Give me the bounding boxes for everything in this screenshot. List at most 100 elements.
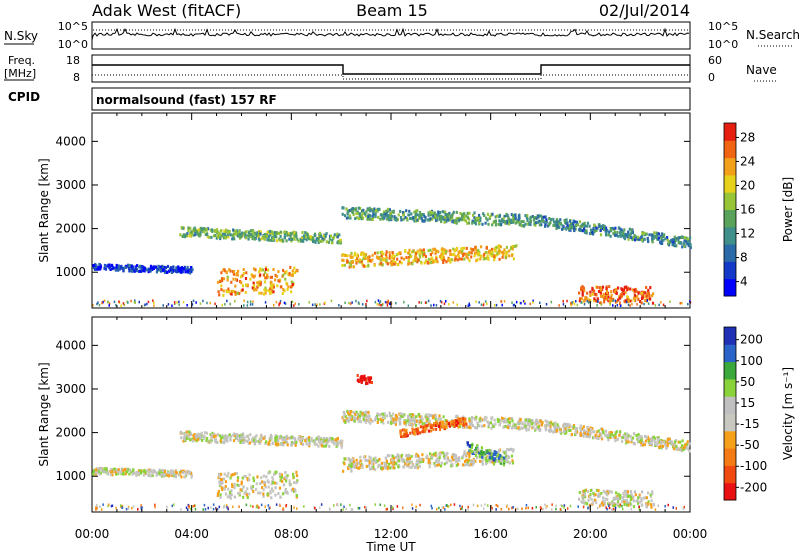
velocity-cell xyxy=(643,443,646,447)
power-cell xyxy=(371,258,374,262)
velocity-cell xyxy=(563,427,566,431)
power-cell xyxy=(641,294,645,298)
power-cell xyxy=(495,253,498,257)
velocity-cell xyxy=(264,485,267,489)
velocity-cell xyxy=(285,440,288,444)
power-cell xyxy=(558,304,560,307)
velocity-cell xyxy=(380,466,383,470)
power-cell xyxy=(399,216,403,219)
velocity-cell xyxy=(426,424,429,428)
velocity-cell xyxy=(602,503,605,507)
power-cell xyxy=(393,255,396,258)
power-cell xyxy=(183,265,186,269)
velocity-cell xyxy=(293,490,296,493)
velocity-cell xyxy=(250,485,253,489)
velocity-cell xyxy=(417,412,420,416)
power-cell xyxy=(162,304,164,307)
velocity-cell xyxy=(483,507,485,510)
velocity-cell xyxy=(102,503,104,506)
power-cell xyxy=(480,303,483,306)
power-cell xyxy=(468,251,471,254)
power-cell xyxy=(482,257,485,261)
velocity-cell xyxy=(420,415,423,419)
velocity-cell xyxy=(642,441,645,445)
velocity-cell xyxy=(365,506,368,509)
power-cell xyxy=(671,238,674,242)
power-cell xyxy=(423,253,426,256)
power-cell xyxy=(520,301,522,305)
velocity-cell xyxy=(508,461,512,465)
power-cell xyxy=(176,270,179,274)
power-cell xyxy=(306,233,309,237)
freq-panel: Freq. [MHz] 18 8 60 0 Nave xyxy=(4,54,777,84)
velocity-cell xyxy=(681,439,684,443)
power-cell xyxy=(389,214,392,218)
power-cell xyxy=(591,292,594,296)
velocity-cell xyxy=(553,429,557,433)
power-cell xyxy=(177,268,180,272)
power-cell xyxy=(433,212,437,216)
power-cell xyxy=(619,302,621,306)
velocity-cell xyxy=(257,440,260,443)
power-cell xyxy=(287,232,290,236)
power-cell xyxy=(385,250,388,254)
velocity-cell xyxy=(512,506,514,509)
velocity-cell xyxy=(132,471,135,475)
velocity-cell xyxy=(582,425,585,429)
velocity-cell xyxy=(115,472,118,476)
velocity-cell xyxy=(551,508,553,511)
power-cell xyxy=(412,250,415,253)
velocity-cell xyxy=(372,465,375,469)
velocity-cell xyxy=(621,504,623,508)
velocity-cell xyxy=(507,424,510,428)
velocity-cell xyxy=(388,414,392,418)
power-cell xyxy=(338,240,341,244)
velocity-cell xyxy=(614,435,617,439)
velocity-cell xyxy=(595,436,599,440)
velocity-cell xyxy=(625,499,628,503)
velocity-cell xyxy=(124,472,127,476)
velocity-cell xyxy=(285,504,287,508)
power-cell xyxy=(430,256,433,260)
power-cell xyxy=(477,248,480,252)
velocity-cell xyxy=(623,432,627,436)
velocity-cell xyxy=(461,455,465,458)
velocity-cell xyxy=(320,444,323,448)
velocity-cell xyxy=(361,466,364,469)
power-cell xyxy=(112,266,115,270)
power-cell xyxy=(251,286,254,290)
velocity-cell xyxy=(468,419,471,423)
velocity-cell xyxy=(426,454,429,458)
power-cell xyxy=(468,217,471,221)
velocity-cell xyxy=(246,477,249,480)
velocity-cell xyxy=(573,433,577,436)
power-cell xyxy=(302,237,305,241)
power-cell xyxy=(118,300,120,303)
velocity-cell xyxy=(490,459,493,463)
power-feature-patch-g xyxy=(578,285,655,305)
power-cell xyxy=(254,268,257,272)
power-cell xyxy=(596,304,598,307)
velocity-cell xyxy=(183,437,186,441)
power-cell xyxy=(433,216,436,220)
velocity-cell xyxy=(505,452,508,456)
power-cell xyxy=(229,269,232,273)
velocity-cell xyxy=(475,426,478,430)
velocity-cell xyxy=(504,417,507,421)
power-cell xyxy=(583,227,586,231)
power-cell xyxy=(134,266,137,270)
power-cell xyxy=(389,261,392,265)
velocity-cell xyxy=(200,431,203,435)
power-cell xyxy=(291,274,294,277)
power-cell xyxy=(228,290,231,294)
power-cell xyxy=(291,283,294,286)
velocity-cell xyxy=(132,468,135,472)
power-cell xyxy=(232,290,235,293)
power-cell xyxy=(679,302,681,305)
velocity-cell xyxy=(602,499,605,503)
power-cell xyxy=(626,295,629,299)
velocity-cell xyxy=(545,423,548,427)
velocity-cell xyxy=(283,477,286,481)
velocity-cell xyxy=(268,470,271,474)
velocity-cell xyxy=(431,455,434,459)
